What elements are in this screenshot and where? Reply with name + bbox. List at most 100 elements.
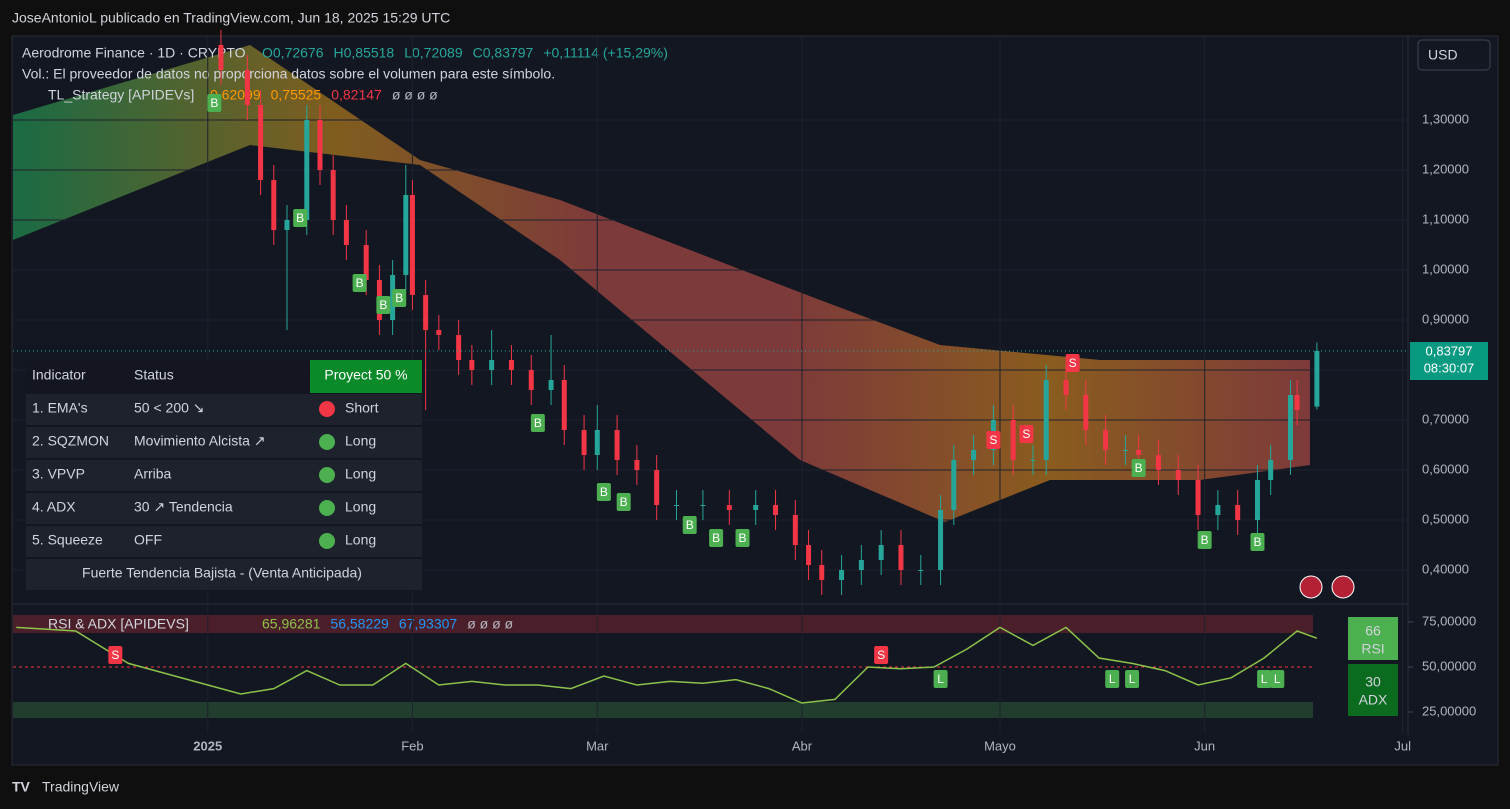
indicator-name: 5. Squeeze	[32, 532, 103, 548]
candle-body	[726, 505, 732, 510]
signal-label: S	[1022, 427, 1030, 441]
currency-button[interactable]	[1417, 39, 1491, 71]
candle-body	[1030, 460, 1036, 461]
candle-body	[528, 370, 534, 390]
indicator-signal: Long	[345, 466, 376, 482]
rsi-legend-value: ø ø ø ø	[467, 616, 513, 632]
candle-body	[581, 430, 587, 455]
signal-marker	[735, 529, 750, 547]
signal-label: B	[600, 485, 608, 499]
table-header: Indicator	[32, 367, 86, 383]
indicator-signal: Long	[345, 499, 376, 515]
signal-label: B	[296, 211, 304, 225]
signal-marker	[874, 645, 889, 664]
candle-body	[330, 170, 336, 220]
brand: TradingView	[42, 779, 120, 795]
candle-body	[304, 120, 310, 220]
signal-marker	[530, 414, 545, 432]
ohlc-value: C0,83797	[473, 45, 534, 61]
candle-body	[1235, 505, 1241, 520]
table-row	[26, 493, 422, 524]
signal-dot	[319, 500, 335, 516]
rsi-badge-name: RSI	[1361, 641, 1384, 657]
signal-marker	[376, 296, 391, 314]
candle-body	[1122, 450, 1128, 451]
signal-dot	[319, 434, 335, 450]
signal-marker	[108, 645, 123, 664]
table-footer-bg	[26, 559, 422, 590]
candle-body	[819, 565, 825, 580]
signal-label: B	[620, 495, 628, 509]
rsi-tick-label: 50,00000	[1422, 658, 1476, 673]
price-tag-countdown: 08:30:07	[1424, 360, 1475, 375]
signal-label: B	[210, 96, 218, 110]
candle-body	[363, 245, 369, 280]
signal-marker	[1270, 670, 1285, 689]
signal-marker	[1131, 459, 1146, 477]
attribution: JoseAntonioL publicado en TradingView.co…	[12, 10, 450, 26]
event-flag[interactable]	[1331, 575, 1355, 599]
adx-badge-name: ADX	[1359, 692, 1388, 708]
indicator-status: 50 < 200 ↘	[134, 400, 205, 416]
candle-body	[284, 220, 290, 230]
signal-marker	[1105, 670, 1120, 689]
signal-marker	[1065, 354, 1080, 372]
candle-body	[1155, 455, 1161, 470]
candle-body	[654, 470, 660, 505]
y-tick-label: 0,60000	[1422, 461, 1469, 476]
signal-marker	[596, 483, 611, 501]
candle-body	[634, 460, 640, 470]
table-row	[26, 427, 422, 458]
indicator-name: 3. VPVP	[32, 466, 85, 482]
indicator-signal: Long	[345, 532, 376, 548]
signal-label: L	[1261, 672, 1268, 686]
candle-body	[858, 560, 864, 570]
table-row	[26, 394, 422, 425]
signal-marker	[1197, 531, 1212, 549]
strategy-legend: TL_Strategy [APIDEVs]	[48, 87, 194, 103]
candle-body	[244, 70, 250, 105]
signal-label: L	[937, 672, 944, 686]
currency[interactable]: USD	[1428, 47, 1458, 63]
signal-dot	[319, 533, 335, 549]
rsi-tick-label: 25,00000	[1422, 703, 1476, 718]
candle-body	[753, 505, 759, 510]
signal-marker	[1257, 670, 1272, 689]
indicator-status: Movimiento Alcista ↗	[134, 433, 266, 449]
ohlc-value: +0,11114 (+15,29%)	[543, 45, 668, 61]
candle-body	[594, 430, 600, 455]
event-flag[interactable]	[1299, 575, 1323, 599]
candle-body	[1215, 505, 1221, 515]
candle-body	[806, 545, 812, 565]
candle-body	[317, 120, 323, 170]
candle-body	[839, 570, 845, 580]
table-header-cell	[310, 360, 422, 393]
candle-body	[1063, 380, 1069, 395]
signal-label: L	[1109, 672, 1116, 686]
signal-label: B	[1201, 533, 1209, 547]
candle-body	[1294, 395, 1300, 410]
candle-body	[1136, 450, 1142, 455]
ohlc-value: O0,72676	[262, 45, 324, 61]
candle-body	[436, 330, 442, 335]
candle-body	[938, 510, 944, 570]
signal-label: L	[1129, 672, 1136, 686]
x-tick-label: Jun	[1194, 738, 1215, 753]
rsi-badge	[1348, 617, 1398, 660]
x-tick-label: Jul	[1394, 738, 1411, 753]
rsi-legend-value: 65,96281	[262, 616, 321, 632]
candle-body	[548, 380, 554, 390]
y-tick-label: 0,70000	[1422, 411, 1469, 426]
y-tick-label: 1,30000	[1422, 111, 1469, 126]
indicator-status: OFF	[134, 532, 162, 548]
strategy-value: ø ø ø ø	[392, 87, 438, 103]
rsi-legend-value: 56,58229	[330, 616, 389, 632]
signal-marker	[616, 493, 631, 511]
candle-body	[403, 195, 409, 275]
signal-label: B	[356, 276, 364, 290]
signal-label: B	[739, 531, 747, 545]
x-tick-label: Abr	[792, 738, 813, 753]
table-row	[26, 526, 422, 557]
signal-label: B	[1135, 461, 1143, 475]
